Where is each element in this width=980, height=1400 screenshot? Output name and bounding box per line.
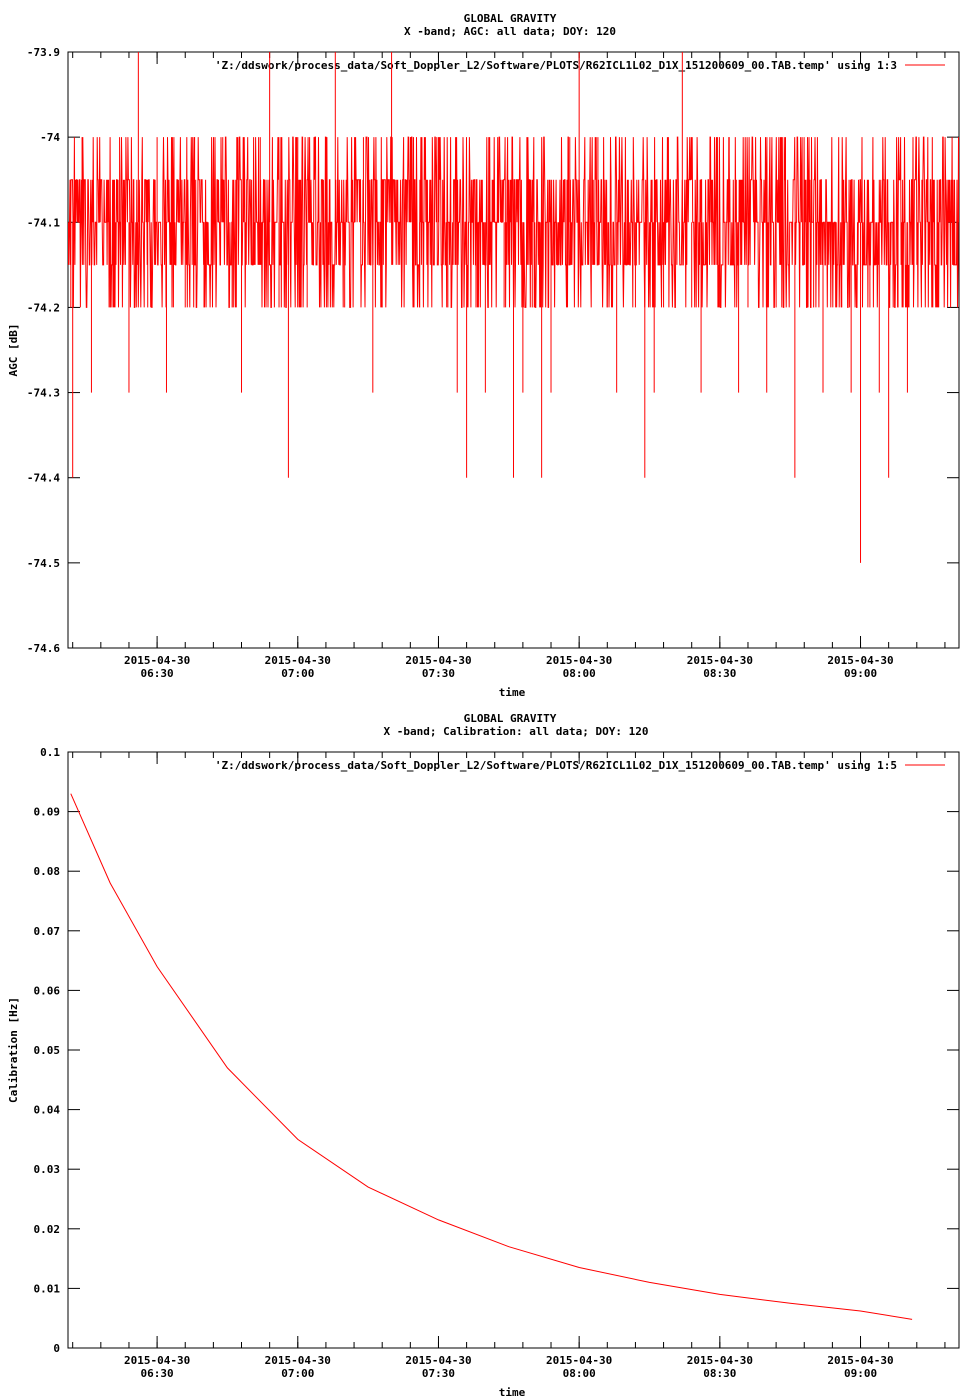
calibration-chart-title: GLOBAL GRAVITY [464,712,557,725]
agc-y-tick-label: -74 [40,131,60,144]
calibration-x-tick-date: 2015-04-30 [405,1354,471,1367]
agc-y-tick-label: -74.4 [27,472,60,485]
calibration-y-tick-label: 0 [53,1342,60,1355]
agc-chart-title: GLOBAL GRAVITY [464,12,557,25]
calibration-y-axis-label: Calibration [Hz] [7,997,20,1103]
calibration-x-tick-time: 07:00 [281,1367,314,1380]
calibration-legend-label: 'Z:/ddswork/process_data/Soft_Doppler_L2… [215,759,897,772]
agc-x-tick-time: 09:00 [844,667,877,680]
calibration-x-tick-date: 2015-04-30 [124,1354,190,1367]
agc-x-tick-date: 2015-04-30 [546,654,612,667]
calibration-y-tick-label: 0.09 [34,806,61,819]
calibration-series-line [70,793,913,1320]
agc-y-tick-label: -74.2 [27,301,60,314]
calibration-y-tick-label: 0.1 [40,746,60,759]
agc-x-tick-date: 2015-04-30 [687,654,753,667]
calibration-x-tick-time: 07:30 [422,1367,455,1380]
agc-y-tick-label: -74.5 [27,557,60,570]
agc-x-tick-date: 2015-04-30 [265,654,331,667]
calibration-x-tick-date: 2015-04-30 [546,1354,612,1367]
agc-plot-frame [67,51,960,649]
agc-x-tick-time: 08:00 [563,667,596,680]
agc-x-tick-time: 07:30 [422,667,455,680]
calibration-x-tick-time: 08:30 [703,1367,736,1380]
agc-y-axis-label: AGC [dB] [7,324,20,377]
agc-chart-subtitle: X -band; AGC: all data; DOY: 120 [404,25,616,38]
calibration-y-tick-label: 0.07 [34,925,61,938]
agc-chart-panel: GLOBAL GRAVITY X -band; AGC: all data; D… [7,12,960,699]
calibration-y-tick-label: 0.08 [34,865,61,878]
calibration-x-tick-date: 2015-04-30 [827,1354,893,1367]
calibration-x-tick-date: 2015-04-30 [265,1354,331,1367]
agc-x-tick-date: 2015-04-30 [405,654,471,667]
agc-y-tick-label: -74.3 [27,387,60,400]
calibration-x-tick-time: 08:00 [563,1367,596,1380]
agc-x-tick-time: 07:00 [281,667,314,680]
agc-x-tick-time: 08:30 [703,667,736,680]
agc-x-axis-label: time [499,686,526,699]
calibration-y-tick-label: 0.03 [34,1163,61,1176]
agc-x-tick-date: 2015-04-30 [827,654,893,667]
agc-x-tick-date: 2015-04-30 [124,654,190,667]
calibration-x-axis-label: time [499,1386,526,1399]
calibration-y-tick-label: 0.05 [34,1044,61,1057]
calibration-chart-panel: GLOBAL GRAVITY X -band; Calibration: all… [7,712,960,1399]
agc-y-tick-label: -74.6 [27,642,60,655]
calibration-x-tick-date: 2015-04-30 [687,1354,753,1367]
calibration-chart-subtitle: X -band; Calibration: all data; DOY: 120 [384,725,649,738]
agc-legend-label: 'Z:/ddswork/process_data/Soft_Doppler_L2… [215,59,897,72]
calibration-y-tick-label: 0.06 [34,984,61,997]
calibration-y-tick-label: 0.04 [34,1104,61,1117]
agc-y-tick-label: -74.1 [27,216,60,229]
agc-y-tick-label: -73.9 [27,46,60,59]
calibration-y-tick-label: 0.02 [34,1223,61,1236]
agc-x-tick-time: 06:30 [141,667,174,680]
calibration-x-tick-time: 09:00 [844,1367,877,1380]
calibration-x-tick-time: 06:30 [141,1367,174,1380]
calibration-y-tick-label: 0.01 [34,1282,61,1295]
